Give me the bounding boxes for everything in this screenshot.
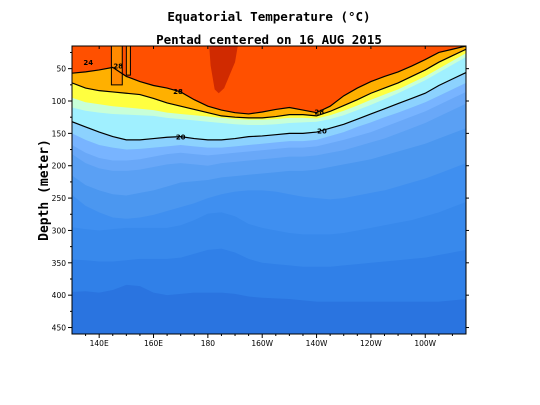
isotherm-28-spike-line-1	[125, 46, 131, 76]
x-axis-ticks: 140E 160E 180 160W 140W 120W 100W	[85, 46, 453, 348]
plot-frame	[71, 45, 467, 335]
isotherm-20-line	[72, 71, 466, 141]
y-tick-label: 350	[52, 259, 67, 268]
isotherm-labels: 28 28 20 20 24 28	[83, 59, 327, 141]
isotherm-20-label: 20	[176, 134, 186, 142]
y-tick-label: 300	[52, 226, 67, 235]
isotherm-20-label: 20	[317, 128, 327, 136]
isotherm-26-line	[72, 48, 466, 119]
temperature-bands	[72, 46, 466, 334]
y-tick-label: 100	[52, 97, 67, 106]
chart-title: Equatorial Temperature (°C)	[167, 9, 370, 24]
x-tick-label: 140E	[90, 339, 109, 348]
isotherm-28-line	[72, 46, 466, 115]
band-below-8	[72, 284, 466, 334]
x-tick-label: 160W	[251, 339, 273, 348]
isotherm-28-spike-line-0	[110, 46, 123, 86]
y-tick-label: 200	[52, 162, 67, 171]
y-tick-label: 50	[56, 65, 66, 74]
isotherm-lines	[72, 46, 466, 141]
y-axis-ticks: 50 100 150 200 250 300 350 400 450	[52, 51, 469, 333]
y-axis-label: Depth (meter)	[37, 139, 52, 241]
isotherm-label-west: 28	[113, 62, 123, 70]
x-tick-label: 160E	[144, 339, 163, 348]
isotherm-28-label: 28	[173, 88, 183, 96]
isotherm-28-spike-1	[126, 46, 131, 76]
isotherm-28-spike-0	[111, 46, 123, 85]
isotherm-label-west: 24	[83, 59, 93, 67]
warm-pool-29	[209, 46, 238, 94]
chart-subtitle: Pentad centered on 16 AUG 2015	[156, 32, 382, 47]
isotherm-28-label: 28	[314, 108, 324, 116]
y-tick-label: 250	[52, 194, 67, 203]
y-tick-label: 450	[52, 324, 67, 333]
x-tick-label: 100W	[414, 339, 436, 348]
x-tick-label: 180	[201, 339, 216, 348]
x-tick-label: 120W	[360, 339, 382, 348]
x-tick-label: 140W	[306, 339, 328, 348]
y-tick-label: 150	[52, 129, 67, 138]
y-tick-label: 400	[52, 291, 67, 300]
